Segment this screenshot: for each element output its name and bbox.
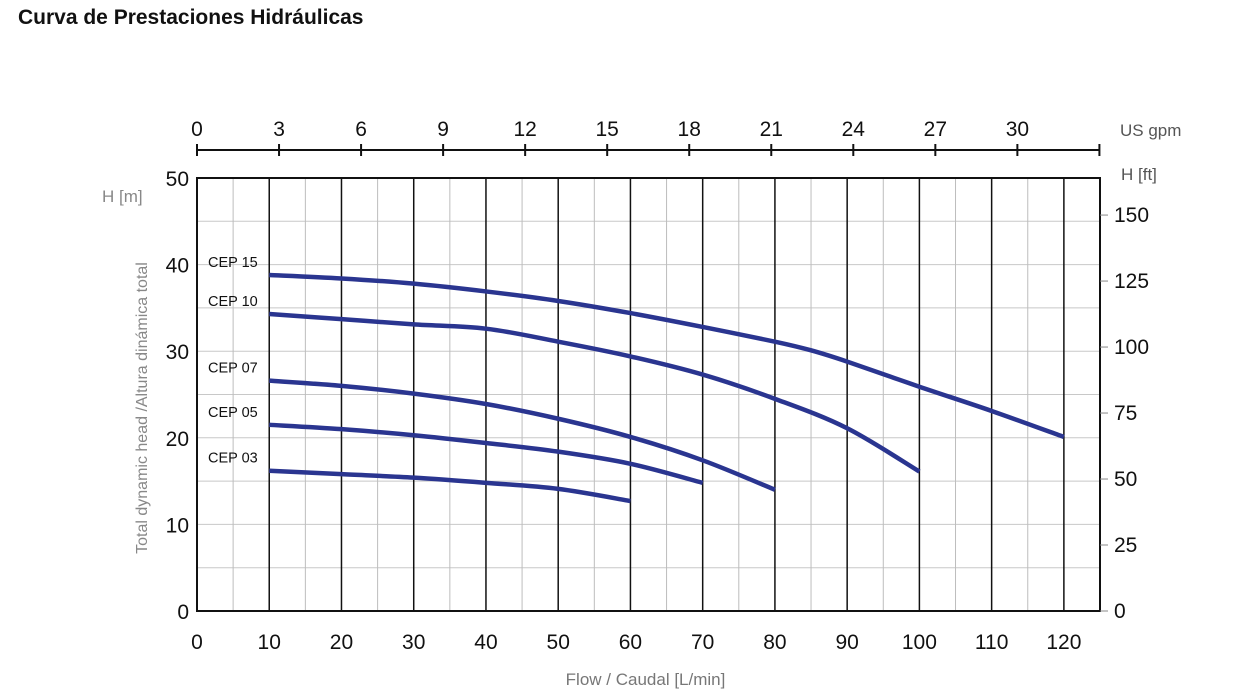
x2-tick-label: 27: [924, 118, 947, 141]
series-label: CEP 15: [208, 255, 258, 271]
x-tick-label: 40: [474, 631, 497, 654]
x2-tick-label: 3: [273, 118, 285, 141]
plot-frame: [196, 177, 1101, 612]
series-label: CEP 07: [208, 361, 258, 377]
series-line-cep-03: [269, 468, 631, 504]
y2-tick-label: 75: [1114, 402, 1137, 425]
x-tick-label: 100: [902, 631, 937, 654]
x-tick-label: 0: [191, 631, 203, 654]
x-tick-label: 10: [258, 631, 281, 654]
x2-unit-label: US gpm: [1120, 121, 1181, 140]
y2-unit-label: H [ft]: [1121, 165, 1157, 184]
series-label: CEP 05: [208, 405, 258, 421]
y-tick-label: 20: [166, 428, 189, 451]
y-unit-label: H [m]: [102, 187, 143, 206]
y-tick-label: 10: [166, 514, 189, 537]
series-label: CEP 03: [208, 451, 258, 467]
x-tick-label: 60: [619, 631, 642, 654]
x-tick-label: 70: [691, 631, 714, 654]
x-tick-label: 30: [402, 631, 425, 654]
x2-tick-label: 0: [191, 118, 203, 141]
y-tick-label: 50: [166, 168, 189, 191]
y-tick-label: 0: [177, 601, 189, 624]
x2-tick-label: 15: [596, 118, 619, 141]
x2-tick-label: 9: [437, 118, 449, 141]
x-tick-label: 90: [835, 631, 858, 654]
y-axis-label: Total dynamic head /Altura dinámica tota…: [134, 262, 151, 554]
x2-tick-label: 21: [760, 118, 783, 141]
x-tick-label: 20: [330, 631, 353, 654]
x-tick-label: 110: [975, 631, 1008, 654]
x-axis-label: Flow / Caudal [L/min]: [566, 670, 726, 689]
y2-tick-label: 125: [1114, 270, 1149, 293]
y2-tick-label: 0: [1114, 600, 1126, 623]
series-line-cep-05: [269, 422, 704, 486]
x-tick-label: 120: [1046, 631, 1081, 654]
x2-tick-label: 12: [513, 118, 536, 141]
x2-tick-label: 18: [678, 118, 701, 141]
x-tick-label: 50: [547, 631, 570, 654]
x2-tick-label: 24: [842, 118, 866, 141]
y2-tick-label: 100: [1114, 336, 1149, 359]
series-label: CEP 10: [208, 294, 258, 310]
x-tick-label: 80: [763, 631, 786, 654]
x2-tick-label: 30: [1006, 118, 1029, 141]
y2-tick-label: 150: [1114, 204, 1149, 227]
y2-tick-label: 50: [1114, 468, 1137, 491]
series-line-cep-15: [269, 272, 1065, 440]
x2-tick-label: 6: [355, 118, 367, 141]
series-line-cep-07: [269, 378, 776, 492]
y-tick-label: 30: [166, 341, 189, 364]
chart-title: Curva de Prestaciones Hidráulicas: [18, 6, 364, 29]
y-tick-label: 40: [166, 255, 189, 278]
series-line-cep-10: [269, 311, 921, 474]
y2-tick-label: 25: [1114, 534, 1137, 557]
